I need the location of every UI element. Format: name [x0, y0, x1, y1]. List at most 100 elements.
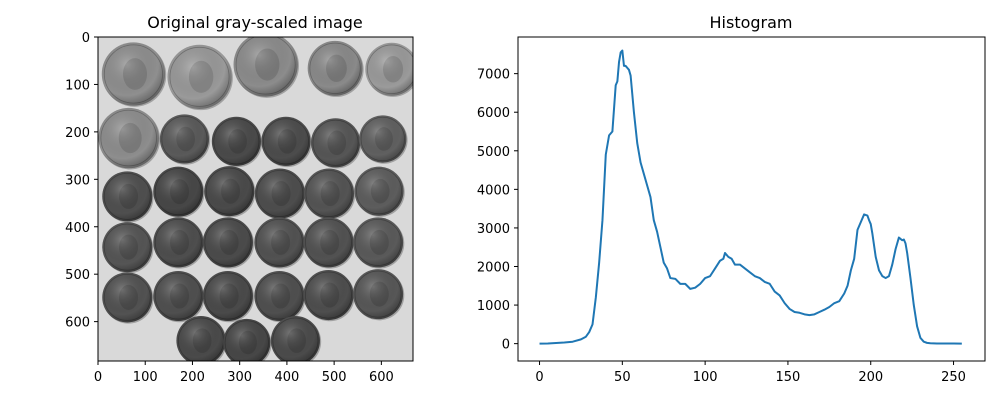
coin-relief [202, 217, 253, 268]
coin-relief [159, 114, 209, 164]
coin [270, 316, 322, 361]
coin-rim [224, 320, 269, 361]
coin-relief [254, 168, 305, 219]
coin-rim [204, 272, 252, 320]
image-panel: Original gray-scaled image 0 100 200 300 400… [65, 13, 414, 385]
y-tick-label: 5000 [477, 145, 510, 160]
coin-portrait [176, 126, 195, 152]
histogram-frame [517, 36, 986, 362]
coin [202, 270, 255, 323]
coin-rim [305, 218, 352, 266]
coin-rim [309, 42, 361, 94]
coin [102, 222, 154, 274]
x-tick-label: 0 [535, 370, 543, 385]
coin [204, 166, 256, 218]
coin-relief [98, 107, 159, 169]
histogram-panel: Histogram 0 50 100 150 200 250 0 1000 2000 3000 4… [477, 13, 986, 385]
x-tick-label: 100 [693, 370, 718, 385]
coin-relief [153, 217, 204, 268]
coin-rim [154, 218, 202, 266]
coin [365, 42, 413, 97]
histogram-y-ticks: 0 1000 2000 3000 4000 5000 6000 7000 [477, 68, 518, 353]
coin [307, 40, 364, 97]
y-tick-label: 2000 [477, 261, 510, 276]
coin-portrait [119, 234, 139, 260]
coin-relief [167, 44, 232, 109]
coin-rim [103, 274, 151, 321]
coin-rim [154, 272, 202, 320]
x-tick-label: 600 [369, 370, 394, 385]
coin [101, 42, 167, 107]
coins-layer [98, 37, 413, 361]
coin-rim [205, 167, 253, 215]
coin-portrait [228, 129, 247, 154]
coin-relief [254, 217, 305, 268]
coin [303, 217, 355, 269]
coin-relief [354, 166, 404, 216]
coin [153, 217, 205, 269]
coin-portrait [271, 181, 291, 207]
coin-rim [360, 116, 405, 162]
coin-relief [101, 42, 166, 106]
coin-portrait [271, 229, 291, 255]
histogram-title: Histogram [710, 13, 793, 32]
coin [102, 171, 154, 223]
coin-portrait [219, 283, 239, 309]
coin-relief [153, 166, 204, 217]
coin-relief [211, 116, 261, 166]
coin-rim [100, 109, 157, 167]
image-title: Original gray-scaled image [147, 13, 363, 32]
coin-rim [255, 218, 303, 266]
coin-relief [353, 269, 404, 320]
coin-portrait [320, 282, 340, 308]
coin-rim [356, 168, 402, 215]
coin-rim [103, 44, 163, 104]
coin [353, 217, 405, 269]
coin [353, 269, 405, 321]
coin-rim [305, 271, 352, 319]
coin-relief [102, 272, 153, 323]
image-y-ticks: 0 100 200 300 400 500 600 [65, 31, 98, 331]
coin-portrait [188, 60, 214, 93]
coin-relief [365, 42, 413, 96]
coin-relief [233, 37, 298, 97]
coin-rim [103, 172, 151, 220]
coin-relief [307, 40, 363, 96]
coin [202, 217, 255, 269]
coin-portrait [383, 56, 404, 83]
coin-relief [102, 171, 153, 222]
coin [261, 116, 312, 168]
coin [153, 270, 205, 323]
coin-rim [312, 119, 359, 166]
coin-rim [161, 115, 208, 162]
coin-relief [353, 217, 404, 268]
coin-portrait [271, 283, 291, 309]
x-tick-label: 200 [858, 370, 883, 385]
coin-portrait [374, 127, 393, 151]
coin [159, 114, 211, 165]
x-tick-label: 0 [94, 370, 102, 385]
x-tick-label: 50 [614, 370, 631, 385]
coin [354, 166, 405, 217]
coin-portrait [170, 283, 190, 309]
coin-relief [153, 270, 204, 322]
y-tick-label: 7000 [477, 68, 510, 83]
coin-portrait [221, 178, 241, 204]
coin-rim [213, 118, 260, 165]
y-tick-label: 0 [502, 338, 510, 353]
coin-rim [256, 170, 304, 217]
coin-portrait [327, 130, 347, 156]
y-tick-label: 400 [65, 221, 90, 236]
y-tick-label: 300 [65, 173, 90, 188]
y-tick-label: 100 [65, 78, 90, 93]
coin [98, 107, 161, 170]
coin [303, 168, 356, 220]
coin-portrait [119, 183, 139, 209]
coin-rim [354, 270, 402, 318]
coin-portrait [118, 122, 142, 154]
coin-rim [305, 170, 353, 217]
histogram-series-line [539, 49, 962, 345]
coin-portrait [122, 58, 148, 90]
y-tick-label: 6000 [477, 106, 510, 121]
